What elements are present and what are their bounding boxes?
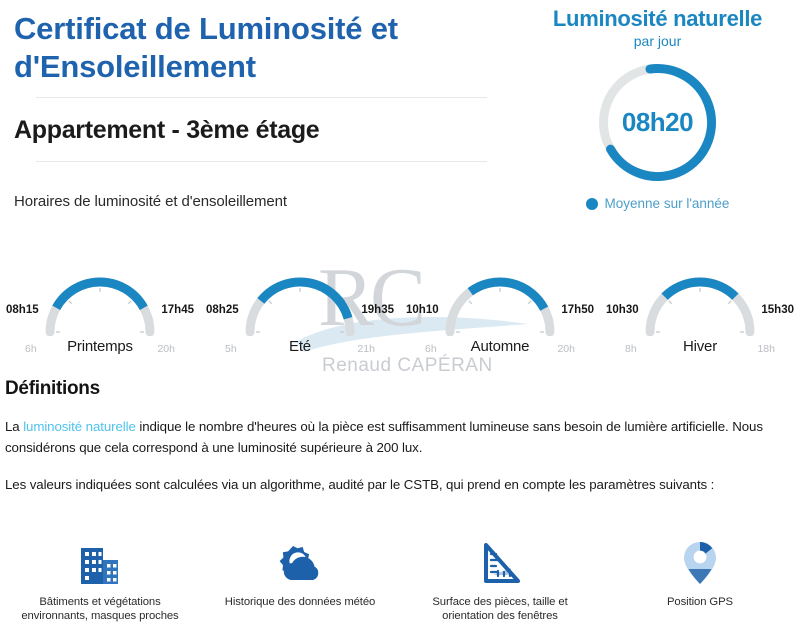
- map-pin-icon: [684, 542, 716, 584]
- season-start-time: 08h15: [6, 304, 39, 316]
- season-tick: [268, 300, 273, 305]
- feature-icon-wrap: [682, 540, 718, 586]
- season-value-arc: [467, 277, 549, 311]
- daily-luminosity-panel: Luminosité naturelle par jour 08h20 Moye…: [520, 6, 795, 218]
- season-start-time: 08h25: [206, 304, 239, 316]
- weather-cloud-sun-icon: [279, 546, 319, 580]
- feature-label: Position GPS: [667, 596, 733, 608]
- subject-divider: [36, 160, 487, 162]
- page-title-line2: d'Ensoleillement: [14, 48, 256, 84]
- season-start-time: 10h30: [606, 304, 639, 316]
- season-gauge-svg: [445, 277, 555, 336]
- season-gauge-svg: [645, 277, 755, 336]
- title-divider: [36, 96, 487, 98]
- season-tick: [327, 300, 332, 305]
- season-end-time: 17h45: [161, 304, 194, 316]
- feature-item: Surface des pièces, taille et orientatio…: [400, 540, 600, 637]
- season-name: Hiver: [682, 338, 717, 355]
- def-p1-highlight: luminosité naturelle: [23, 419, 136, 434]
- season-tick: [127, 300, 132, 305]
- season-end-time: 19h35: [361, 304, 394, 316]
- def-p1-before: La: [5, 419, 24, 434]
- page-title-line1: Certificat de Luminosité et: [14, 11, 398, 46]
- season-range-max: 20h: [157, 343, 175, 355]
- season-tick: [727, 300, 732, 305]
- feature-label: Historique des données météo: [224, 596, 376, 608]
- season-gauges: 08h15 17h45 6h 20h Printemps 08h25 19h35 5h 21h E…: [0, 262, 800, 364]
- feature-item: Position GPS: [600, 540, 800, 637]
- daily-donut-value: 08h20: [621, 106, 694, 137]
- feature-item: Historique des données météo: [200, 540, 400, 637]
- season-gauge: 08h25 19h35 5h 21h Eté: [200, 262, 400, 364]
- season-name: Automne: [470, 338, 530, 355]
- season-end-time: 17h50: [561, 304, 594, 316]
- season-range-min: 8h: [625, 343, 637, 355]
- feature-icon-wrap: [477, 540, 523, 586]
- schedule-section-label: Horaires de luminosité et d'ensoleilleme…: [14, 192, 287, 210]
- feature-icon-wrap: [275, 540, 325, 586]
- feature-item: Bâtiments et végétations environnants, m…: [0, 540, 200, 637]
- season-range-max: 20h: [557, 343, 575, 355]
- season-name: Eté: [289, 338, 311, 355]
- season-value-arc: [52, 277, 148, 311]
- feature-label: Bâtiments et végétations environnants, m…: [21, 596, 179, 623]
- legend-label: Moyenne sur l'année: [604, 196, 730, 211]
- definitions-section: Définitions La luminosité naturelle indi…: [5, 378, 795, 496]
- season-tick: [68, 300, 73, 305]
- donut-svg: [599, 64, 716, 181]
- season-range-max: 18h: [757, 343, 775, 355]
- season-gauge: 10h30 15h30 8h 18h Hiver: [600, 262, 800, 364]
- daily-panel-title: Luminosité naturelle: [552, 6, 763, 31]
- season-gauge-svg: [45, 277, 155, 336]
- season-gauge: 10h10 17h50 6h 20h Automne: [400, 262, 600, 364]
- header-left: Certificat de Luminosité et d'Ensoleille…: [14, 10, 509, 210]
- subject-title: Appartement - 3ème étage: [14, 115, 320, 144]
- season-range-min: 5h: [225, 343, 237, 355]
- season-start-time: 10h10: [406, 304, 439, 316]
- season-value-arc: [661, 277, 739, 300]
- season-gauge: 08h15 17h45 6h 20h Printemps: [0, 262, 200, 364]
- feature-label: Surface des pièces, taille et orientatio…: [432, 596, 568, 623]
- daily-legend: Moyenne sur l'année: [520, 196, 795, 211]
- buildings-icon: [81, 548, 118, 584]
- season-gauge-svg: [245, 277, 355, 336]
- season-tick: [468, 300, 473, 305]
- parameters-features: Bâtiments et végétations environnants, m…: [0, 540, 800, 637]
- ruler-triangle-icon: [484, 543, 520, 583]
- page-title: Certificat de Luminosité et d'Ensoleille…: [14, 10, 509, 86]
- def-p1-after: indique le nombre d'heures où la pièce e…: [5, 419, 763, 455]
- definitions-paragraph-1: La luminosité naturelle indique le nombr…: [5, 417, 795, 458]
- daily-donut-gauge: 08h20: [590, 55, 725, 190]
- season-tick: [668, 300, 673, 305]
- season-end-time: 15h30: [761, 304, 794, 316]
- daily-panel-subtitle: par jour: [633, 33, 682, 49]
- definitions-paragraph-2: Les valeurs indiquées sont calculées via…: [5, 477, 715, 493]
- feature-icon-wrap: [77, 540, 123, 586]
- season-value-arc: [257, 277, 353, 320]
- definitions-title: Définitions: [5, 378, 100, 399]
- donut-value-arc: [606, 64, 716, 181]
- legend-dot-icon: [585, 197, 598, 210]
- season-name: Printemps: [67, 338, 133, 355]
- season-range-min: 6h: [25, 343, 37, 355]
- season-tick: [527, 300, 532, 305]
